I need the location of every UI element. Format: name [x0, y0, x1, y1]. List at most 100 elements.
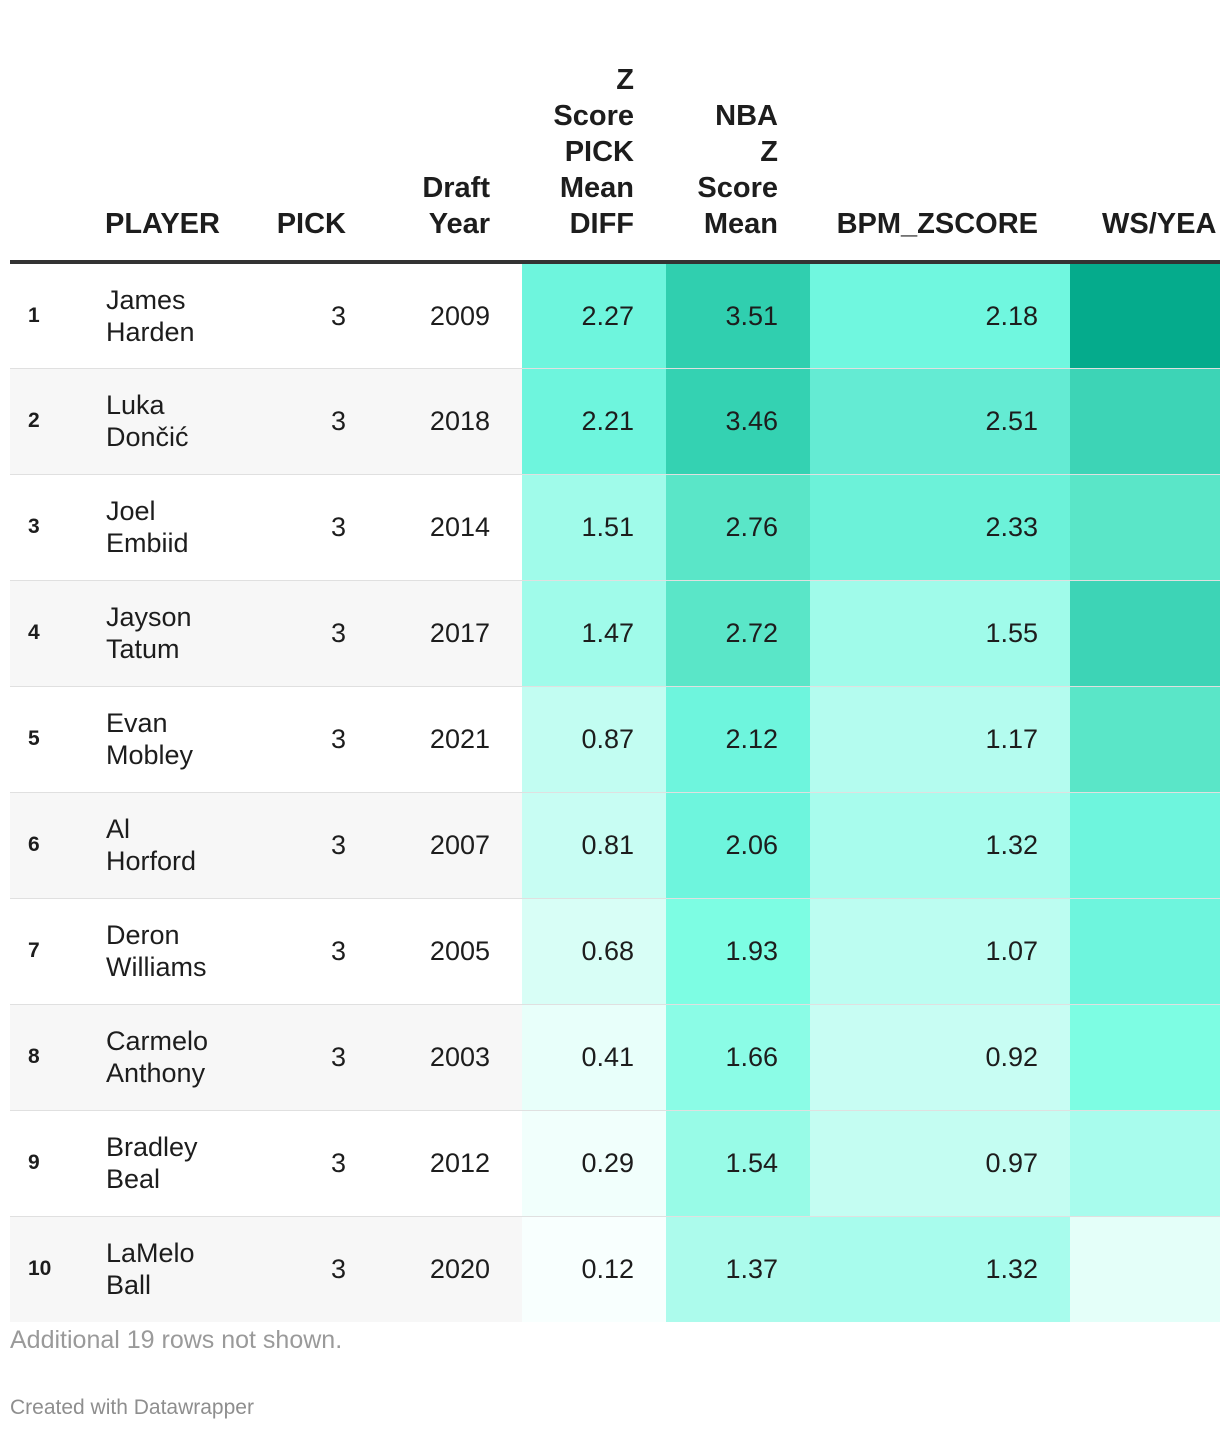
rank-cell: 9 [10, 1110, 105, 1217]
rank-cell: 6 [10, 792, 105, 899]
nba-zscore-mean-cell: 2.12 [666, 686, 810, 793]
rank-cell: 3 [10, 474, 105, 581]
zscore-pick-diff-cell: 0.68 [522, 898, 666, 1005]
table-row: 8 Carmelo Anthony 3 2003 0.41 1.66 0.92 [10, 1004, 1220, 1111]
player-cell: James Harden [105, 262, 260, 369]
pick-cell: 3 [260, 1110, 378, 1217]
rows-not-shown-note: Additional 19 rows not shown. [10, 1326, 343, 1354]
player-cell: Deron Williams [105, 898, 260, 1005]
pick-cell: 3 [260, 1004, 378, 1111]
header-nba-zscore-mean[interactable]: NBA Z Score Mean [666, 0, 810, 264]
rank-cell: 5 [10, 686, 105, 793]
zscore-pick-diff-cell: 0.12 [522, 1216, 666, 1322]
draft-year-cell: 2009 [378, 262, 522, 369]
zscore-pick-diff-cell: 0.81 [522, 792, 666, 899]
zscore-pick-diff-cell: 0.41 [522, 1004, 666, 1111]
player-cell: Evan Mobley [105, 686, 260, 793]
header-row: PLAYER PICK Draft Year Z Score PICK Mean… [10, 0, 1220, 264]
player-cell: Joel Embiid [105, 474, 260, 581]
ws-year-cell [1070, 1004, 1220, 1111]
ws-year-cell [1070, 368, 1220, 475]
bpm-zscore-cell: 1.32 [810, 792, 1070, 899]
table-row: 2 Luka Dončić 3 2018 2.21 3.46 2.51 [10, 368, 1220, 475]
nba-zscore-mean-cell: 1.93 [666, 898, 810, 1005]
ws-year-cell [1070, 580, 1220, 687]
header-zscore-pick-diff[interactable]: Z Score PICK Mean DIFF [522, 0, 666, 264]
draft-year-cell: 2012 [378, 1110, 522, 1217]
table-row: 9 Bradley Beal 3 2012 0.29 1.54 0.97 [10, 1110, 1220, 1217]
pick-cell: 3 [260, 580, 378, 687]
player-cell: Al Horford [105, 792, 260, 899]
draft-year-cell: 2005 [378, 898, 522, 1005]
draft-year-cell: 2014 [378, 474, 522, 581]
draft-year-cell: 2020 [378, 1216, 522, 1322]
bpm-zscore-cell: 1.32 [810, 1216, 1070, 1322]
table-row: 5 Evan Mobley 3 2021 0.87 2.12 1.17 [10, 686, 1220, 793]
draft-year-cell: 2007 [378, 792, 522, 899]
rank-cell: 7 [10, 898, 105, 1005]
player-cell: Jayson Tatum [105, 580, 260, 687]
bpm-zscore-cell: 1.55 [810, 580, 1070, 687]
nba-zscore-mean-cell: 2.76 [666, 474, 810, 581]
pick-cell: 3 [260, 262, 378, 369]
pick-cell: 3 [260, 898, 378, 1005]
ws-year-cell [1070, 474, 1220, 581]
nba-zscore-mean-cell: 1.54 [666, 1110, 810, 1217]
zscore-pick-diff-cell: 1.47 [522, 580, 666, 687]
rank-cell: 10 [10, 1216, 105, 1322]
nba-zscore-mean-cell: 3.51 [666, 262, 810, 369]
ws-year-cell [1070, 1216, 1220, 1322]
draft-year-cell: 2003 [378, 1004, 522, 1111]
ws-year-cell [1070, 262, 1220, 369]
header-ws-year[interactable]: WS/YEA [1070, 0, 1220, 264]
player-cell: Luka Dončić [105, 368, 260, 475]
nba-zscore-mean-cell: 1.66 [666, 1004, 810, 1111]
data-table: PLAYER PICK Draft Year Z Score PICK Mean… [10, 0, 1220, 1322]
nba-zscore-mean-cell: 2.72 [666, 580, 810, 687]
rank-cell: 1 [10, 262, 105, 369]
nba-zscore-mean-cell: 1.37 [666, 1216, 810, 1322]
ws-year-cell [1070, 792, 1220, 899]
table-row: 1 James Harden 3 2009 2.27 3.51 2.18 [10, 262, 1220, 369]
ws-year-cell [1070, 898, 1220, 1005]
bpm-zscore-cell: 1.07 [810, 898, 1070, 1005]
bpm-zscore-cell: 1.17 [810, 686, 1070, 793]
pick-cell: 3 [260, 792, 378, 899]
bpm-zscore-cell: 2.18 [810, 262, 1070, 369]
player-cell: LaMelo Ball [105, 1216, 260, 1322]
zscore-pick-diff-cell: 2.27 [522, 262, 666, 369]
rank-cell: 2 [10, 368, 105, 475]
table-row: 10 LaMelo Ball 3 2020 0.12 1.37 1.32 [10, 1216, 1220, 1322]
draft-year-cell: 2017 [378, 580, 522, 687]
player-cell: Bradley Beal [105, 1110, 260, 1217]
draft-year-cell: 2018 [378, 368, 522, 475]
header-rank[interactable] [10, 0, 105, 264]
header-pick[interactable]: PICK [260, 0, 378, 264]
table-row: 4 Jayson Tatum 3 2017 1.47 2.72 1.55 [10, 580, 1220, 687]
zscore-pick-diff-cell: 1.51 [522, 474, 666, 581]
table-row: 7 Deron Williams 3 2005 0.68 1.93 1.07 [10, 898, 1220, 1005]
ws-year-cell [1070, 686, 1220, 793]
nba-zscore-mean-cell: 2.06 [666, 792, 810, 899]
draft-year-cell: 2021 [378, 686, 522, 793]
zscore-pick-diff-cell: 0.87 [522, 686, 666, 793]
bpm-zscore-cell: 0.92 [810, 1004, 1070, 1111]
table-container: PLAYER PICK Draft Year Z Score PICK Mean… [10, 0, 1220, 1322]
bpm-zscore-cell: 2.51 [810, 368, 1070, 475]
bpm-zscore-cell: 0.97 [810, 1110, 1070, 1217]
zscore-pick-diff-cell: 0.29 [522, 1110, 666, 1217]
bpm-zscore-cell: 2.33 [810, 474, 1070, 581]
table-row: 3 Joel Embiid 3 2014 1.51 2.76 2.33 [10, 474, 1220, 581]
zscore-pick-diff-cell: 2.21 [522, 368, 666, 475]
datawrapper-credit[interactable]: Created with Datawrapper [10, 1396, 254, 1419]
rank-cell: 4 [10, 580, 105, 687]
pick-cell: 3 [260, 474, 378, 581]
ws-year-cell [1070, 1110, 1220, 1217]
pick-cell: 3 [260, 686, 378, 793]
header-bpm-zscore[interactable]: BPM_ZSCORE [810, 0, 1070, 264]
pick-cell: 3 [260, 368, 378, 475]
nba-zscore-mean-cell: 3.46 [666, 368, 810, 475]
pick-cell: 3 [260, 1216, 378, 1322]
header-draft-year[interactable]: Draft Year [378, 0, 522, 264]
header-player[interactable]: PLAYER [105, 0, 260, 264]
